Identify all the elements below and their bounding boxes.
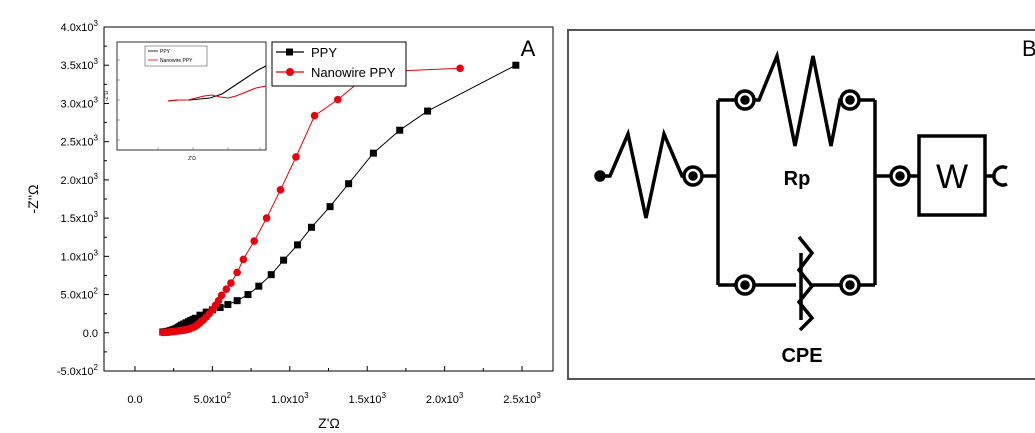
node-1-dot	[688, 171, 698, 181]
inset-x-ticks	[157, 147, 261, 150]
x-tick-label: 1.5x103	[348, 391, 386, 406]
data-point-nanowire-ppy	[292, 153, 300, 161]
data-point-ppy	[294, 241, 302, 249]
inset-curve-nanowire	[167, 85, 267, 102]
data-point-ppy	[369, 149, 377, 157]
x-tick-label: 1.0x103	[271, 391, 309, 406]
inset-y-ticks	[117, 59, 120, 141]
cpe-zigzag	[796, 235, 815, 332]
inset-chart: PPY Nanowire PPY Z'Ω -Z''Ω	[104, 41, 267, 162]
node-1	[682, 165, 704, 187]
input-terminal	[594, 170, 606, 182]
warburg-box	[917, 134, 987, 217]
node-cpe-right-dot	[845, 280, 855, 290]
data-point-ppy	[196, 311, 204, 319]
legend: PPY Nanowire PPY	[271, 41, 407, 87]
node-w-left	[889, 165, 911, 187]
data-point-nanowire-ppy	[227, 279, 235, 287]
data-point-ppy	[267, 271, 275, 279]
data-point-ppy	[345, 180, 353, 188]
inset-legend-label-nanowire: Nanowire PPY	[160, 58, 193, 64]
data-point-nanowire-ppy	[222, 285, 231, 294]
node-w-left-dot	[895, 171, 905, 181]
x-tick-label: 2.5x103	[503, 391, 541, 406]
legend-marker-nanowire	[286, 68, 294, 76]
panel-label-b: B	[1022, 36, 1035, 61]
y-tick-label: 2.0x103	[61, 172, 99, 187]
data-point-ppy	[396, 126, 404, 134]
legend-marker-ppy	[286, 48, 293, 56]
node-cpe-left-dot	[740, 280, 750, 290]
data-point-nanowire-ppy	[333, 95, 342, 104]
data-point-ppy	[224, 300, 232, 308]
cpe-label: CPE	[781, 345, 822, 367]
inset-legend-box	[144, 45, 208, 67]
circuit-frame	[567, 29, 1035, 380]
data-point-nanowire-ppy	[217, 291, 226, 300]
x-axis-ticks: 0.0 5.0x102 1.0x103 1.5x103 2.0x103 2.5x103	[127, 366, 541, 406]
rp-label: Rp	[784, 168, 811, 190]
data-point-ppy	[244, 291, 252, 299]
y-axis-label: -Z''Ω	[25, 184, 41, 213]
data-point-ppy	[233, 297, 241, 305]
y-tick-label: 5.0x102	[61, 287, 99, 302]
data-point-nanowire-ppy	[239, 255, 248, 264]
warburg-label: W	[936, 158, 968, 196]
legend-label-ppy: PPY	[311, 45, 337, 60]
legend-box	[271, 41, 407, 87]
y-axis-ticks: -5.0x102 0.0 5.0x102 1.0x103 1.5x103 2.0x103 2…	[57, 19, 109, 378]
panel-label-a: A	[521, 36, 536, 61]
data-point-nanowire-ppy	[233, 268, 241, 277]
rp-resistor	[754, 49, 844, 147]
data-point-nanowire-ppy	[310, 111, 319, 120]
data-point-ppy	[255, 282, 263, 290]
y-tick-label: 4.0x103	[61, 19, 99, 34]
data-point-ppy	[512, 61, 520, 69]
y-tick-label: 3.0x103	[61, 95, 99, 110]
node-cpe-right	[839, 274, 861, 296]
x-axis-label: Z'Ω	[318, 415, 340, 431]
data-point-nanowire-ppy	[262, 214, 271, 222]
x-tick-label: 2.0x103	[426, 391, 464, 406]
inset-y-label: -Z''Ω	[104, 91, 110, 102]
node-w-right-partial	[992, 165, 1008, 187]
data-point-ppy	[424, 107, 432, 115]
legend-label-nanowire: Nanowire PPY	[311, 65, 396, 80]
y-tick-label: 3.5x103	[61, 57, 99, 72]
y-tick-label: -5.0x102	[57, 363, 99, 378]
y-tick-label: 1.0x103	[61, 248, 99, 263]
data-point-nanowire-ppy	[276, 186, 285, 194]
inset-legend-label-ppy: PPY	[160, 49, 171, 55]
node-rp-left	[734, 89, 756, 111]
node-cpe-left	[734, 274, 756, 296]
nyquist-chart: -5.0x102 0.0 5.0x102 1.0x103 1.5x103 2.0x103 2…	[25, 19, 554, 431]
series-layer	[159, 61, 520, 337]
y-tick-label: 1.5x103	[61, 210, 99, 225]
node-rp-left-dot	[740, 95, 750, 105]
data-point-ppy	[191, 314, 199, 322]
y-tick-label: 0.0	[83, 328, 98, 340]
data-point-ppy	[216, 304, 224, 312]
x-tick-label: 5.0x102	[194, 391, 232, 406]
data-point-ppy	[307, 223, 315, 231]
data-point-nanowire-ppy	[250, 237, 258, 245]
data-point-ppy	[280, 256, 288, 264]
x-tick-label: 0.0	[127, 394, 142, 406]
node-rp-right	[839, 89, 861, 111]
node-rp-right-dot	[845, 95, 855, 105]
y-tick-label: 2.5x103	[61, 134, 99, 149]
inset-x-label: Z'Ω	[188, 156, 196, 162]
series-resistor	[604, 128, 684, 219]
data-point-ppy	[326, 203, 334, 211]
data-point-nanowire-ppy	[456, 64, 464, 73]
